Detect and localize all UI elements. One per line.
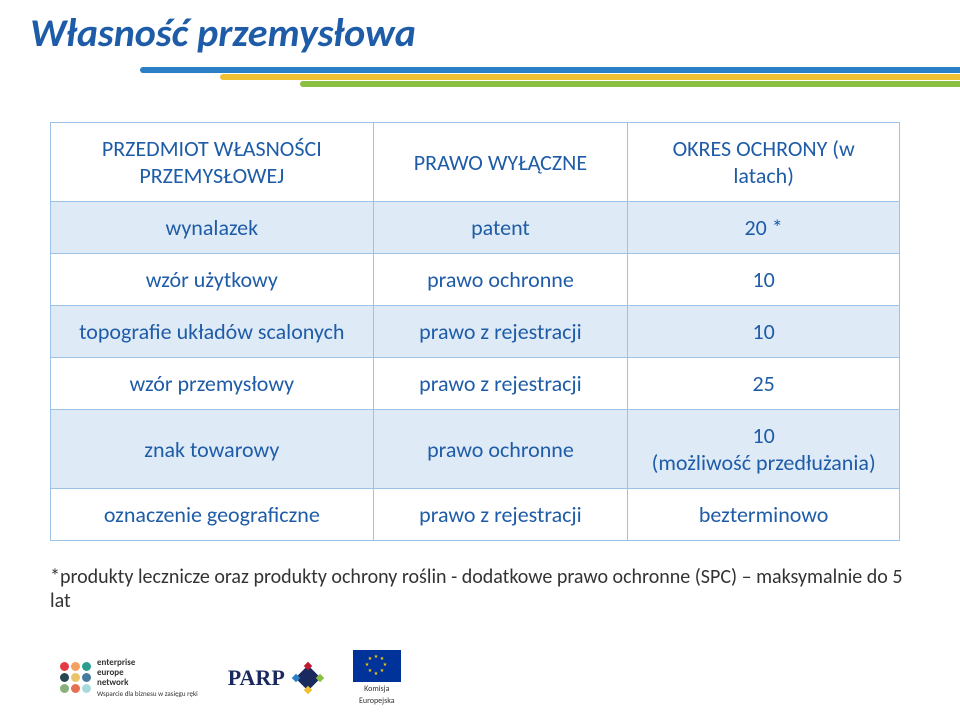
table-row: topografie układów scalonych prawo z rej… — [51, 306, 900, 358]
cell: wzór użytkowy — [51, 254, 374, 306]
cell: 25 — [628, 358, 900, 410]
eu-text-line2: Europejska — [359, 696, 395, 706]
logo-bar: enterprise europe network Wsparcie dla b… — [60, 650, 401, 706]
eu-text-line1: Komisja — [364, 684, 389, 694]
header-duration: OKRES OCHRONY (w latach) — [628, 123, 900, 202]
cell: prawo z rejestracji — [373, 306, 628, 358]
table-row: wzór przemysłowy prawo z rejestracji 25 — [51, 358, 900, 410]
een-tagline: Wsparcie dla biznesu w zasięgu ręki — [97, 690, 198, 698]
table-row: wzór użytkowy prawo ochronne 10 — [51, 254, 900, 306]
cell: prawo ochronne — [373, 410, 628, 489]
cell: oznaczenie geograficzne — [51, 489, 374, 541]
header-right: PRAWO WYŁĄCZNE — [373, 123, 628, 202]
een-logo: enterprise europe network Wsparcie dla b… — [60, 658, 198, 697]
cell: 10 — [628, 254, 900, 306]
cell: patent — [373, 202, 628, 254]
parp-text: PARP — [228, 665, 285, 691]
een-logo-text: enterprise europe network — [97, 658, 198, 688]
cell: wzór przemysłowy — [51, 358, 374, 410]
decorative-curves — [0, 57, 960, 87]
table-row: oznaczenie geograficzne prawo z rejestra… — [51, 489, 900, 541]
cell: 10 (możliwość przedłużania) — [628, 410, 900, 489]
parp-logo: PARP — [228, 663, 323, 693]
footnote-text: *produkty lecznicze oraz produkty ochron… — [50, 565, 910, 613]
page-title: Własność przemysłowa — [30, 8, 416, 57]
header-subject: PRZEDMIOT WŁASNOŚCI PRZEMYSŁOWEJ — [51, 123, 374, 202]
property-table: PRZEDMIOT WŁASNOŚCI PRZEMYSŁOWEJ PRAWO W… — [50, 122, 900, 541]
cell: 10 — [628, 306, 900, 358]
table-row: wynalazek patent 20 * — [51, 202, 900, 254]
table-row: znak towarowy prawo ochronne 10 (możliwo… — [51, 410, 900, 489]
cell: prawo z rejestracji — [373, 489, 628, 541]
cell: prawo ochronne — [373, 254, 628, 306]
cell: 20 * — [628, 202, 900, 254]
cell: bezterminowo — [628, 489, 900, 541]
cell: prawo z rejestracji — [373, 358, 628, 410]
table-header-row: PRZEDMIOT WŁASNOŚCI PRZEMYSŁOWEJ PRAWO W… — [51, 123, 900, 202]
cell: topografie układów scalonych — [51, 306, 374, 358]
cell: wynalazek — [51, 202, 374, 254]
eu-logo: ★ ★ ★ ★ ★ ★ ★ ★ Komisja Europejska — [353, 650, 401, 706]
cell: znak towarowy — [51, 410, 374, 489]
